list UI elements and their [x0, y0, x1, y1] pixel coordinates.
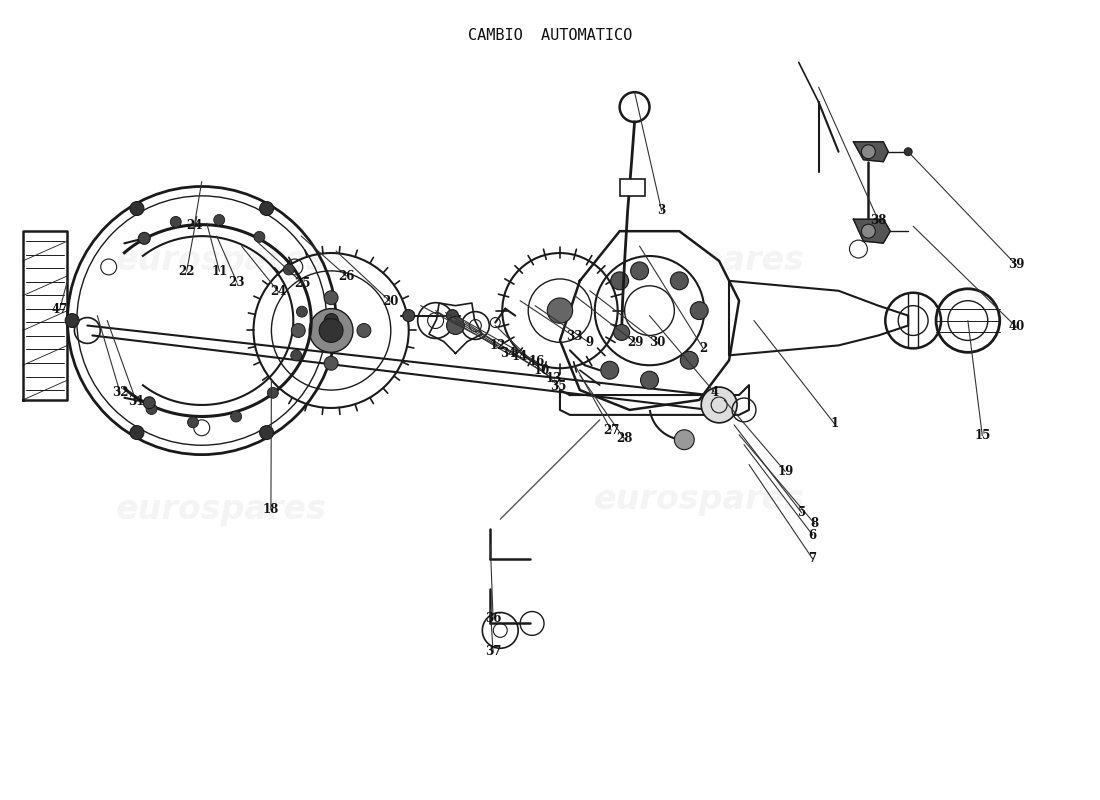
Text: 6: 6 [808, 529, 816, 542]
Text: 34: 34 [500, 347, 517, 361]
Polygon shape [854, 219, 890, 243]
Text: 15: 15 [975, 430, 990, 442]
Text: 18: 18 [263, 503, 279, 516]
Text: 8: 8 [811, 518, 818, 530]
Text: 3: 3 [658, 205, 666, 218]
Circle shape [861, 224, 876, 238]
Polygon shape [729, 281, 909, 355]
Circle shape [284, 264, 295, 275]
Text: 24: 24 [186, 218, 202, 232]
Text: eurospares: eurospares [117, 493, 327, 526]
Text: 29: 29 [627, 336, 644, 350]
Text: 1: 1 [830, 418, 838, 430]
Circle shape [640, 371, 659, 389]
Text: 36: 36 [485, 612, 502, 625]
Circle shape [130, 202, 144, 215]
Circle shape [146, 403, 157, 414]
Circle shape [614, 325, 629, 341]
Text: eurospares: eurospares [594, 483, 805, 516]
Circle shape [861, 145, 876, 158]
Text: 30: 30 [649, 336, 666, 350]
Text: 38: 38 [870, 214, 887, 227]
Text: 12: 12 [490, 339, 506, 353]
Text: 33: 33 [565, 330, 582, 343]
Circle shape [292, 323, 305, 338]
Circle shape [403, 310, 415, 322]
Circle shape [691, 302, 708, 319]
Text: 4: 4 [711, 386, 718, 398]
Circle shape [143, 397, 155, 409]
Text: eurospares: eurospares [117, 245, 327, 278]
Circle shape [680, 351, 698, 370]
Text: 27: 27 [603, 424, 619, 437]
Text: 32: 32 [111, 386, 128, 398]
Circle shape [309, 309, 353, 352]
Text: 11: 11 [211, 265, 228, 278]
Circle shape [674, 430, 694, 450]
Circle shape [630, 262, 649, 280]
Text: 7: 7 [808, 552, 816, 566]
Text: 23: 23 [229, 276, 245, 289]
Circle shape [447, 310, 459, 322]
Circle shape [187, 417, 198, 428]
Text: 31: 31 [128, 395, 144, 408]
Circle shape [290, 350, 301, 361]
Circle shape [904, 148, 912, 156]
Text: 25: 25 [295, 277, 311, 290]
Circle shape [254, 231, 265, 242]
Polygon shape [560, 385, 749, 415]
Circle shape [213, 214, 224, 226]
Text: 10: 10 [534, 364, 549, 377]
Circle shape [324, 314, 339, 327]
Text: 28: 28 [616, 433, 632, 446]
Circle shape [324, 356, 338, 370]
Polygon shape [854, 142, 889, 162]
Text: 2: 2 [700, 342, 707, 355]
Text: 37: 37 [485, 646, 502, 658]
Text: 20: 20 [382, 295, 398, 308]
Circle shape [260, 426, 274, 439]
Circle shape [548, 298, 573, 323]
Circle shape [267, 387, 278, 398]
Circle shape [296, 306, 307, 317]
Polygon shape [23, 231, 67, 400]
Text: 5: 5 [798, 506, 806, 519]
Circle shape [170, 217, 182, 227]
Circle shape [601, 362, 618, 379]
Text: 35: 35 [551, 380, 566, 393]
Text: CAMBIO  AUTOMATICO: CAMBIO AUTOMATICO [468, 28, 632, 42]
Text: 13: 13 [546, 372, 561, 385]
Circle shape [324, 290, 338, 305]
Circle shape [260, 202, 274, 215]
Circle shape [139, 232, 151, 244]
Circle shape [447, 317, 464, 334]
Circle shape [670, 272, 689, 290]
Text: 14: 14 [512, 350, 528, 363]
Text: 24: 24 [271, 286, 287, 298]
Circle shape [701, 387, 737, 423]
Text: 40: 40 [1008, 321, 1024, 334]
Text: 9: 9 [585, 336, 594, 350]
FancyBboxPatch shape [619, 178, 645, 197]
Circle shape [610, 272, 628, 290]
Text: 39: 39 [1008, 258, 1024, 271]
Circle shape [358, 323, 371, 338]
Circle shape [65, 314, 79, 327]
Polygon shape [560, 231, 739, 410]
Circle shape [231, 411, 242, 422]
Text: 22: 22 [178, 265, 195, 278]
Text: 19: 19 [778, 465, 793, 478]
Text: 16: 16 [529, 355, 544, 368]
Text: 26: 26 [338, 270, 354, 282]
Text: 47: 47 [52, 303, 68, 316]
Circle shape [319, 318, 343, 342]
Text: eurospares: eurospares [594, 245, 805, 278]
Circle shape [130, 426, 144, 439]
